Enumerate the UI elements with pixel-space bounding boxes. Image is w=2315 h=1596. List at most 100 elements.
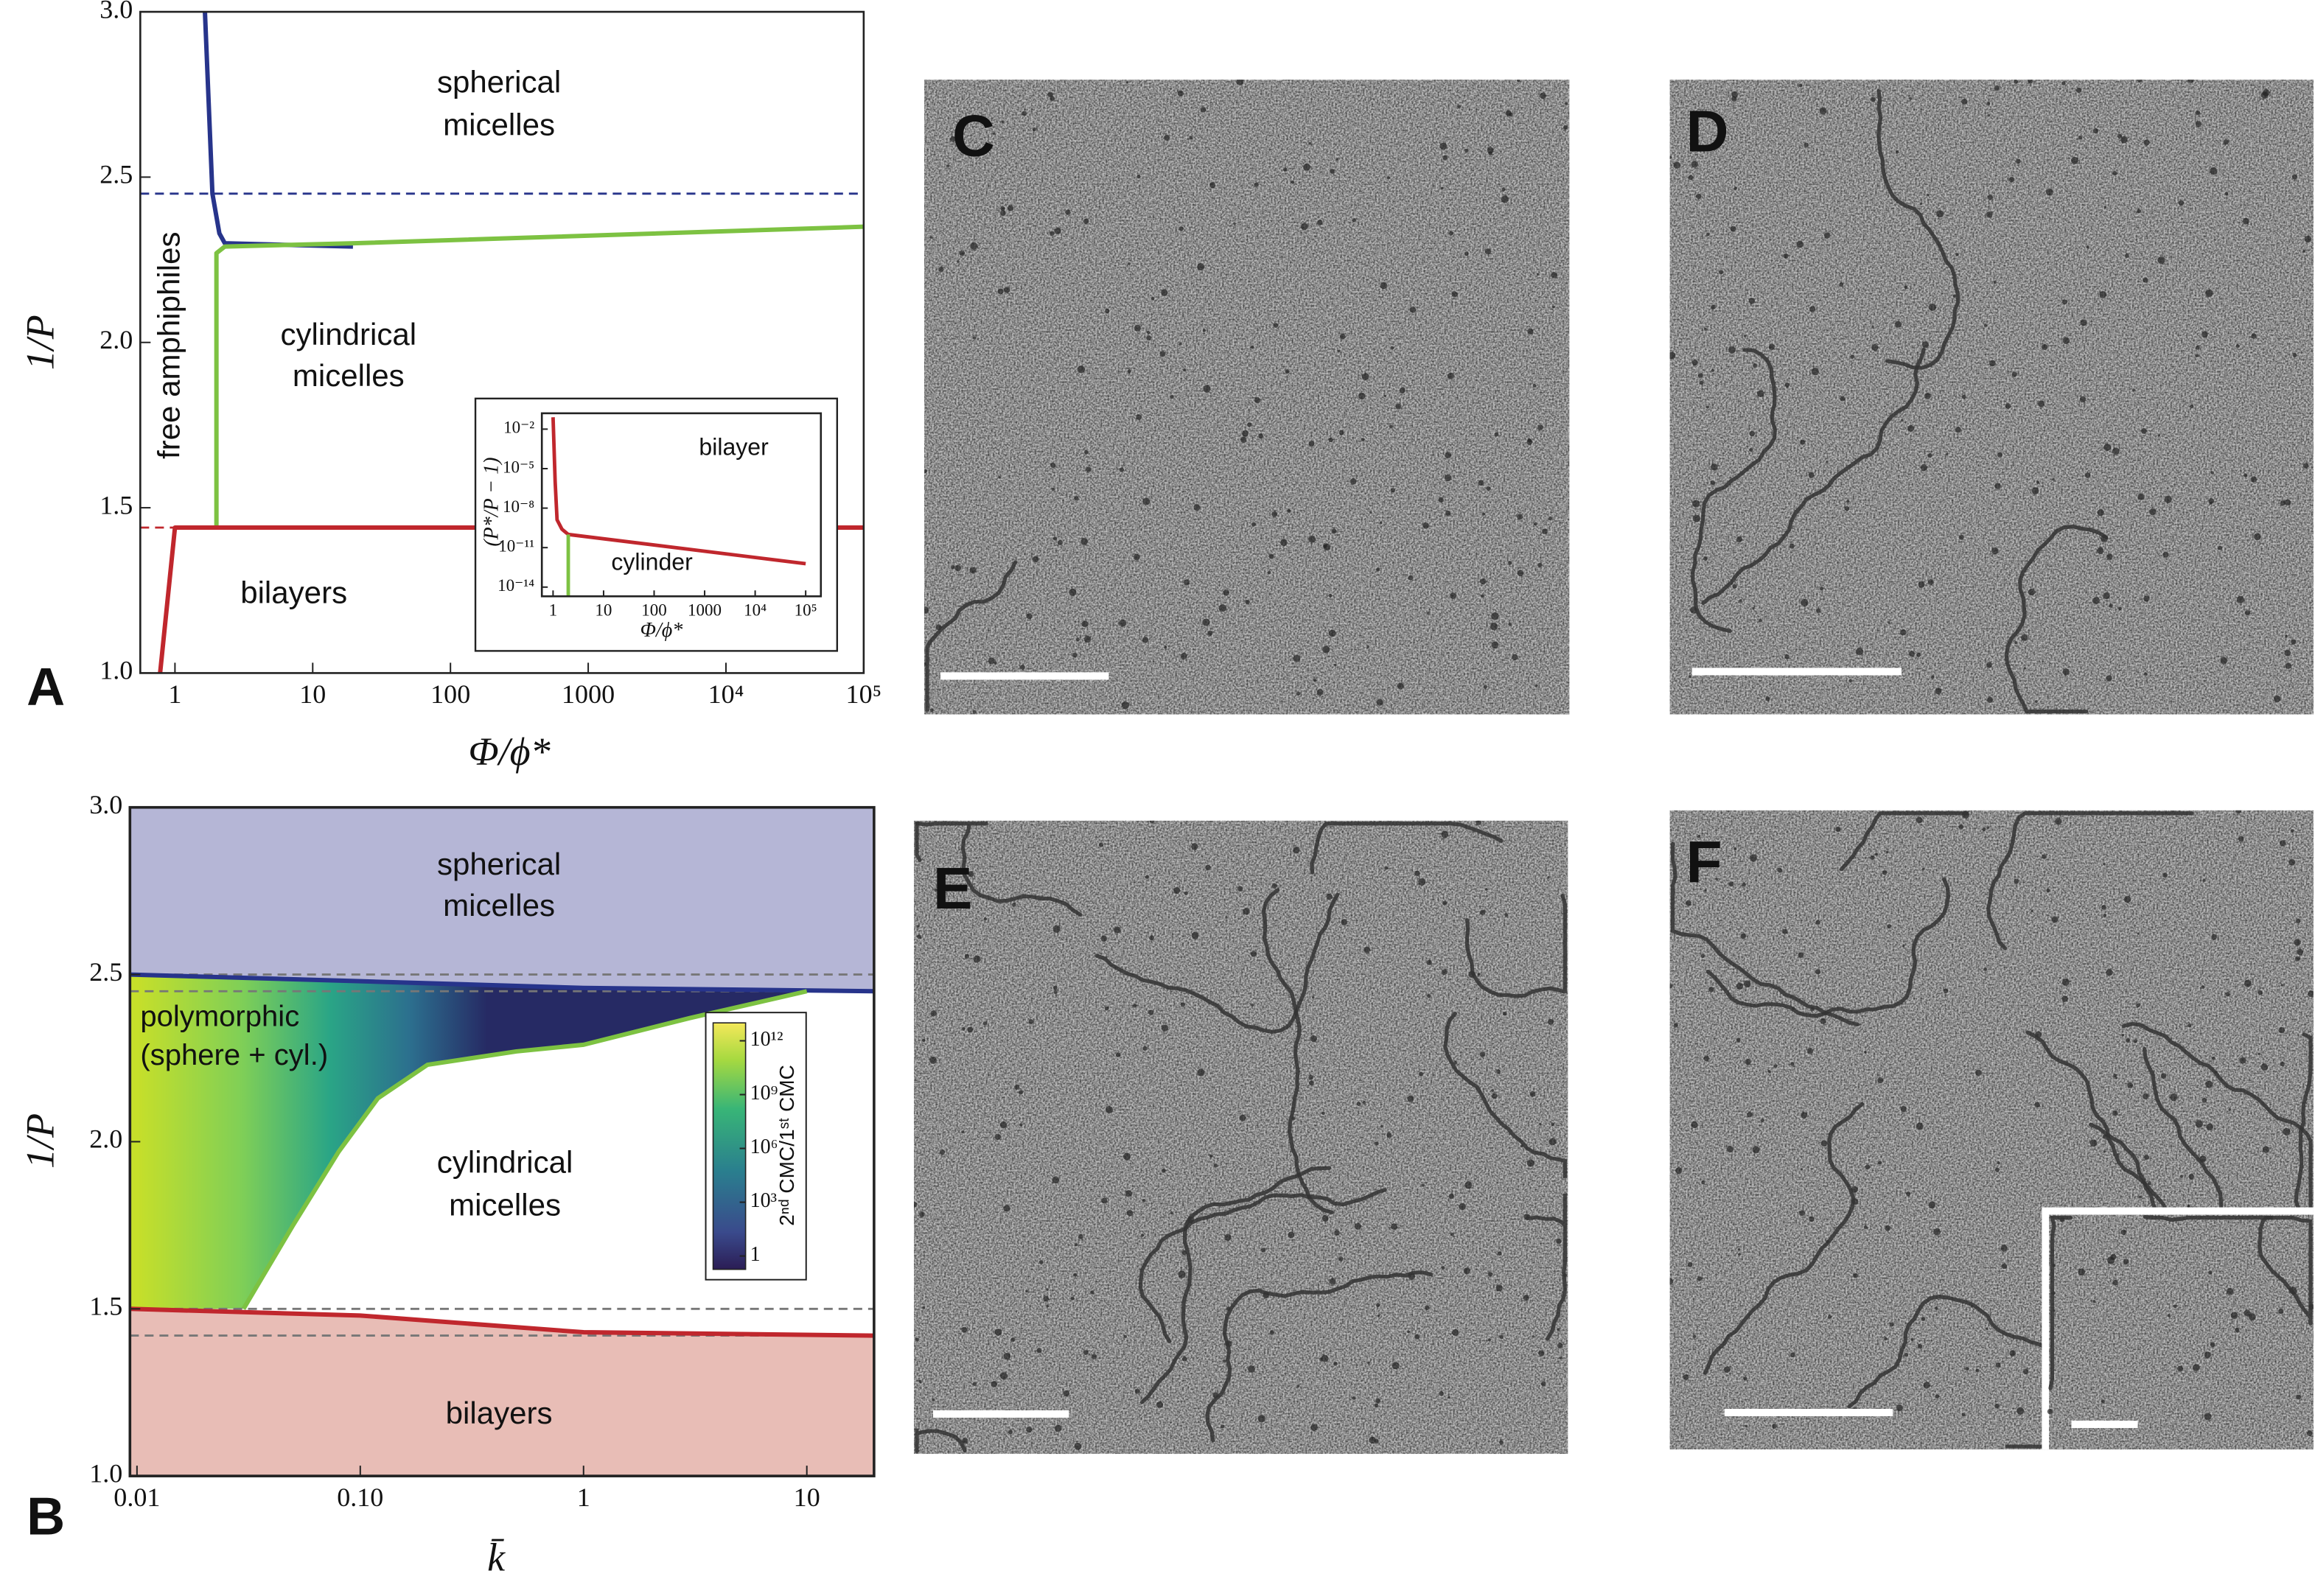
speck: [1202, 618, 1210, 626]
speck: [2143, 139, 2150, 146]
micrograph-grain: [913, 820, 1568, 1455]
speck: [2143, 1093, 2149, 1099]
speck: [1692, 1334, 1697, 1339]
speck: [1759, 618, 1762, 623]
speck: [1032, 127, 1036, 132]
speck: [934, 888, 937, 892]
speck: [1798, 83, 1803, 88]
speck: [1790, 1062, 1795, 1066]
y-tick-label: 10⁻²: [503, 418, 534, 437]
speck: [1303, 163, 1310, 171]
speck: [1782, 928, 1788, 934]
speck: [2000, 1245, 2008, 1252]
speck: [998, 476, 1001, 479]
y-tick-label: 1.5: [99, 490, 133, 519]
colorbar-label: 2ⁿᵈ CMC/1ˢᵗ CMC: [775, 1065, 798, 1226]
speck: [1200, 107, 1207, 113]
speck: [2143, 595, 2150, 602]
speck: [1451, 291, 1458, 298]
speck: [1358, 392, 1366, 400]
speck: [2112, 171, 2117, 176]
speck: [1339, 333, 1346, 340]
speck: [1499, 1334, 1504, 1339]
micelle-strand: [1310, 822, 1504, 875]
speck: [932, 1398, 935, 1401]
speck: [1333, 663, 1337, 667]
line-series: [130, 972, 874, 994]
x-tick-label: 10⁵: [846, 679, 882, 709]
speck: [1156, 1401, 1164, 1408]
speck: [930, 1010, 937, 1017]
speck: [919, 1211, 925, 1217]
speck: [929, 708, 934, 713]
speck: [1928, 303, 1936, 312]
x-tick-label: 1: [168, 679, 181, 709]
speck: [959, 251, 965, 256]
speck: [2103, 443, 2112, 451]
speck: [2092, 597, 2100, 604]
speck: [1974, 1069, 1982, 1077]
speck: [1054, 1424, 1062, 1432]
speck: [2260, 91, 2269, 99]
speck: [1077, 365, 1086, 374]
speck: [1369, 511, 1372, 514]
micelle-strand: [2258, 1215, 2313, 1326]
speck: [1369, 1436, 1376, 1443]
speck: [2262, 1146, 2270, 1153]
speck: [2208, 498, 2215, 504]
speck: [2061, 978, 2070, 987]
speck: [1333, 1362, 1338, 1366]
speck: [1330, 169, 1335, 174]
speck: [1170, 395, 1174, 399]
speck: [1504, 913, 1509, 917]
speck: [2157, 434, 2161, 437]
speck: [1308, 535, 1316, 543]
speck: [1728, 346, 1736, 354]
speck: [2137, 209, 2142, 214]
micelle-strand: [1526, 1193, 1567, 1341]
speck: [1136, 174, 1141, 179]
annotation: spherical: [437, 64, 561, 99]
speck: [2132, 389, 2135, 392]
colorbar-tick-label: 10⁹: [750, 1082, 778, 1105]
speck: [1180, 1002, 1185, 1007]
speck: [2008, 176, 2015, 183]
speck: [1669, 1278, 1674, 1285]
speck: [1492, 1093, 1498, 1099]
speck: [1308, 1080, 1314, 1086]
speck: [2188, 1173, 2194, 1180]
speck: [983, 917, 988, 921]
speck: [1407, 1330, 1410, 1334]
speck: [1419, 1071, 1424, 1077]
axes-frame: [540, 412, 823, 598]
speck: [2288, 858, 2296, 866]
speck: [1459, 1203, 1466, 1211]
speck: [1723, 1366, 1731, 1373]
speck: [1871, 344, 1879, 351]
speck: [1073, 1273, 1078, 1277]
speck: [1902, 944, 1905, 948]
speck: [1901, 419, 1904, 422]
speck: [1091, 1354, 1097, 1359]
speck: [2038, 400, 2045, 407]
speck: [1074, 1442, 1082, 1450]
plot-area: [130, 807, 874, 1477]
speck: [2201, 985, 2205, 989]
speck: [2101, 905, 2106, 910]
speck: [1688, 175, 1694, 181]
speck: [1961, 394, 1966, 399]
speck: [1697, 373, 1703, 378]
speck: [1441, 1266, 1445, 1270]
speck: [1317, 220, 1323, 225]
colorbar-tick-label: 10³: [750, 1189, 777, 1212]
speck: [924, 469, 927, 473]
speck: [1559, 1357, 1562, 1359]
speck: [1179, 343, 1182, 346]
speck: [1540, 92, 1546, 99]
speck: [1019, 1123, 1023, 1127]
speck: [1449, 231, 1453, 236]
speck: [1422, 522, 1429, 529]
speck: [991, 1381, 998, 1387]
speck: [2204, 1413, 2212, 1421]
speck: [961, 1326, 968, 1333]
